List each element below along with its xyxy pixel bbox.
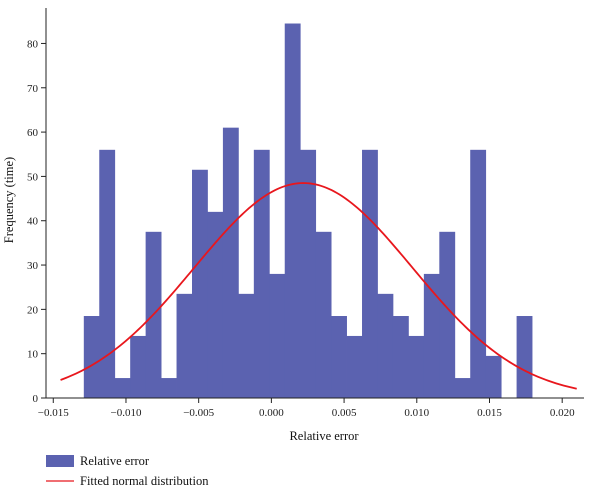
x-tick-label: 0.005 bbox=[332, 407, 357, 419]
legend: Relative error Fitted normal distributio… bbox=[46, 454, 209, 488]
y-axis-title: Frequency (time) bbox=[2, 157, 16, 243]
histogram-bar bbox=[161, 378, 177, 398]
y-tick-label: 10 bbox=[27, 349, 39, 361]
histogram-bar bbox=[192, 169, 208, 398]
x-tick-label: −0.005 bbox=[183, 407, 214, 419]
y-tick-label: 50 bbox=[27, 171, 39, 183]
y-tick-label: 0 bbox=[33, 393, 39, 405]
histogram-bar bbox=[300, 149, 317, 398]
histogram-bar bbox=[269, 273, 286, 398]
histogram-bar bbox=[130, 335, 147, 398]
histogram-bar bbox=[362, 149, 378, 398]
x-tick-label: 0.000 bbox=[259, 407, 284, 419]
y-tick-label: 80 bbox=[27, 38, 39, 50]
y-tick-label: 30 bbox=[27, 260, 39, 272]
x-tick-label: 0.020 bbox=[550, 407, 575, 419]
histogram-bar bbox=[516, 316, 533, 398]
histogram-bar bbox=[207, 211, 224, 398]
x-tick-label: −0.015 bbox=[38, 407, 69, 419]
histogram-bar bbox=[423, 273, 440, 398]
y-tick-label: 60 bbox=[27, 127, 39, 139]
histogram-bar bbox=[284, 23, 301, 398]
histogram-bar bbox=[470, 149, 487, 398]
legend-label-fitted-normal: Fitted normal distribution bbox=[80, 474, 209, 488]
histogram-bar bbox=[392, 316, 409, 398]
axes: −0.015 −0.010 −0.005 0.000 0.005 0.010 0.015 0.… bbox=[27, 8, 584, 419]
histogram-bar bbox=[377, 293, 394, 398]
x-tick-label: −0.010 bbox=[110, 407, 141, 419]
y-tick-label: 20 bbox=[27, 304, 39, 316]
histogram-bar bbox=[222, 127, 239, 398]
legend-patch-relative-error bbox=[46, 455, 74, 467]
histogram-bar bbox=[331, 316, 347, 398]
legend-label-relative-error: Relative error bbox=[80, 454, 150, 468]
histogram-bar bbox=[485, 355, 502, 398]
histogram-bar bbox=[346, 335, 363, 398]
y-tick-label: 70 bbox=[27, 83, 39, 95]
histogram-bar bbox=[315, 231, 332, 398]
histogram-bar bbox=[253, 149, 270, 398]
x-tick-label: 0.010 bbox=[404, 407, 429, 419]
histogram-bar bbox=[238, 293, 255, 398]
x-tick-label: 0.015 bbox=[477, 407, 502, 419]
y-tick-label: 40 bbox=[27, 216, 39, 228]
histogram-bars bbox=[83, 23, 533, 398]
histogram-bar bbox=[454, 378, 471, 398]
histogram-bar bbox=[439, 231, 456, 398]
histogram-bar bbox=[83, 316, 100, 398]
fitted-normal-curve bbox=[60, 182, 577, 390]
x-axis-title: Relative error bbox=[289, 429, 359, 443]
histogram-bar bbox=[176, 293, 193, 398]
histogram-bar bbox=[408, 335, 425, 398]
histogram-bar bbox=[99, 149, 116, 398]
histogram-bar bbox=[114, 378, 131, 398]
